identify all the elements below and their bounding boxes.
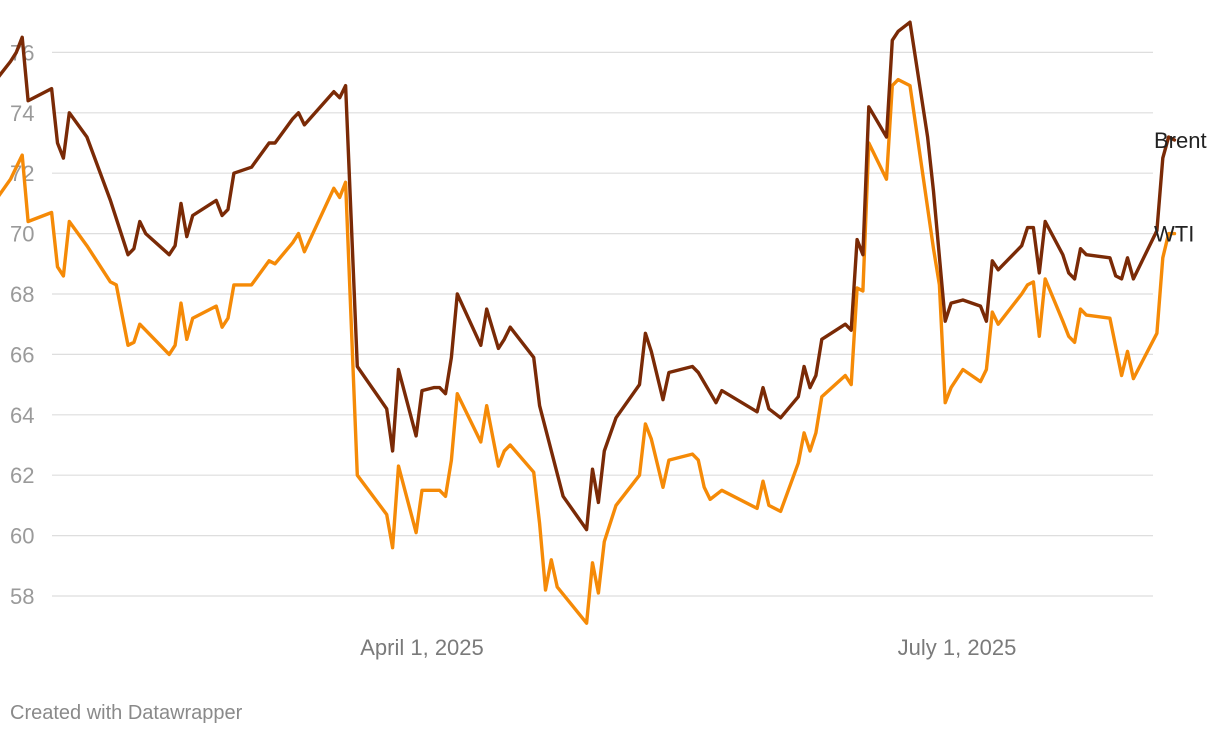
y-tick-label: 58 [10,584,34,609]
y-tick-label: 66 [10,342,34,367]
gridlines [52,51,1153,597]
y-tick-label: 68 [10,282,34,307]
series-labels: Brent WTI [1154,128,1207,247]
y-tick-label: 60 [10,524,34,549]
y-tick-label: 64 [10,403,34,428]
x-axis-ticks: April 1, 2025 July 1, 2025 [360,635,1016,660]
x-tick-label: July 1, 2025 [898,635,1017,660]
datawrapper-credit: Created with Datawrapper [10,702,243,724]
series-label-brent: Brent [1154,128,1207,153]
y-tick-label: 74 [10,101,34,126]
y-tick-label: 62 [10,463,34,488]
y-tick-label: 70 [10,222,34,247]
series-line-wti [0,77,1177,625]
series-line-brent [0,20,1177,532]
x-tick-label: April 1, 2025 [360,635,484,660]
series-label-wti: WTI [1154,222,1194,247]
series-lines [0,20,1177,625]
